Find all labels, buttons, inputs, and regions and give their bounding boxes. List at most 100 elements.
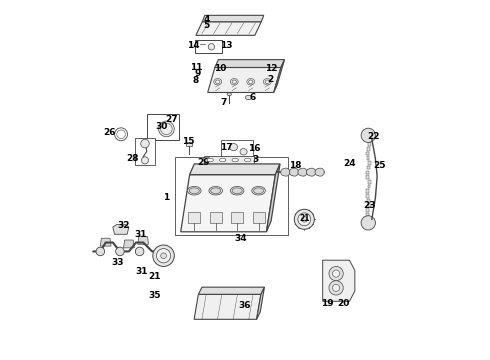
Polygon shape (123, 240, 134, 248)
Ellipse shape (230, 78, 238, 85)
Text: 33: 33 (112, 258, 124, 267)
Polygon shape (298, 168, 307, 176)
Ellipse shape (263, 78, 271, 85)
Text: 26: 26 (103, 128, 116, 137)
Bar (367, 147, 370, 150)
Text: 10: 10 (214, 64, 226, 73)
Text: 1: 1 (163, 193, 169, 202)
Text: 36: 36 (239, 301, 251, 310)
Text: 8: 8 (193, 76, 199, 85)
Ellipse shape (248, 80, 253, 84)
Polygon shape (194, 294, 261, 319)
Polygon shape (215, 60, 285, 67)
Ellipse shape (230, 186, 244, 195)
Text: 13: 13 (220, 41, 232, 50)
Circle shape (156, 249, 171, 263)
Bar (366, 152, 368, 155)
Bar (367, 166, 370, 170)
Polygon shape (198, 287, 265, 294)
Circle shape (298, 213, 311, 226)
Bar (367, 208, 369, 212)
Text: 3: 3 (252, 155, 259, 164)
Polygon shape (181, 175, 275, 232)
Bar (252, 212, 265, 223)
Ellipse shape (227, 93, 231, 96)
Circle shape (115, 128, 127, 141)
Polygon shape (202, 15, 264, 22)
Circle shape (96, 247, 104, 256)
Ellipse shape (207, 158, 213, 162)
Text: 31: 31 (135, 267, 147, 276)
Circle shape (142, 157, 148, 164)
Ellipse shape (203, 157, 210, 162)
Polygon shape (289, 168, 298, 176)
Ellipse shape (232, 158, 239, 162)
Circle shape (333, 270, 340, 277)
Text: 28: 28 (126, 154, 139, 163)
Polygon shape (267, 164, 280, 232)
Text: 7: 7 (220, 98, 227, 107)
Bar (368, 185, 370, 188)
Text: 22: 22 (368, 131, 380, 140)
Bar (368, 180, 370, 184)
Polygon shape (274, 60, 285, 93)
Bar (147, 114, 179, 140)
Bar (188, 212, 200, 223)
Circle shape (117, 130, 125, 139)
Polygon shape (257, 287, 265, 319)
Text: 25: 25 (373, 161, 386, 170)
Text: 34: 34 (235, 234, 247, 243)
Text: 29: 29 (197, 158, 210, 167)
Text: 11: 11 (191, 63, 203, 72)
Polygon shape (190, 164, 280, 175)
Polygon shape (315, 168, 324, 176)
Text: 15: 15 (182, 136, 195, 145)
Bar (195, 40, 222, 53)
Circle shape (294, 209, 314, 229)
Text: 4: 4 (203, 15, 210, 24)
Ellipse shape (214, 78, 221, 85)
Bar (368, 204, 370, 207)
Bar (210, 212, 222, 223)
Text: 23: 23 (363, 201, 375, 210)
Text: 30: 30 (155, 122, 168, 131)
Bar (368, 199, 370, 203)
Bar (367, 218, 370, 221)
Bar (366, 175, 369, 179)
Circle shape (361, 128, 375, 143)
Bar (368, 142, 371, 146)
Polygon shape (306, 168, 316, 176)
Ellipse shape (245, 158, 251, 162)
Circle shape (161, 253, 167, 258)
Circle shape (159, 121, 174, 137)
Text: 17: 17 (220, 143, 232, 152)
Bar (367, 156, 369, 160)
Polygon shape (138, 237, 148, 244)
Text: 14: 14 (187, 41, 199, 50)
Text: 21: 21 (149, 272, 161, 281)
Text: 18: 18 (289, 161, 302, 170)
Text: 12: 12 (265, 64, 277, 73)
Ellipse shape (216, 80, 220, 84)
Polygon shape (323, 260, 355, 301)
Bar (135, 138, 155, 165)
Circle shape (333, 284, 340, 292)
Circle shape (301, 216, 307, 222)
Polygon shape (113, 225, 129, 234)
Bar (367, 138, 369, 141)
Polygon shape (196, 22, 261, 35)
Bar (186, 143, 192, 146)
Bar (368, 161, 370, 165)
Ellipse shape (247, 78, 255, 85)
Polygon shape (208, 67, 281, 93)
Ellipse shape (208, 44, 215, 50)
Text: 20: 20 (337, 299, 349, 308)
Bar (204, 156, 254, 164)
Text: 35: 35 (149, 291, 161, 300)
Bar (221, 140, 253, 157)
Text: 6: 6 (249, 93, 255, 102)
Text: 21: 21 (299, 214, 310, 223)
Ellipse shape (245, 95, 252, 100)
Text: 2: 2 (267, 75, 273, 84)
Circle shape (361, 216, 375, 230)
